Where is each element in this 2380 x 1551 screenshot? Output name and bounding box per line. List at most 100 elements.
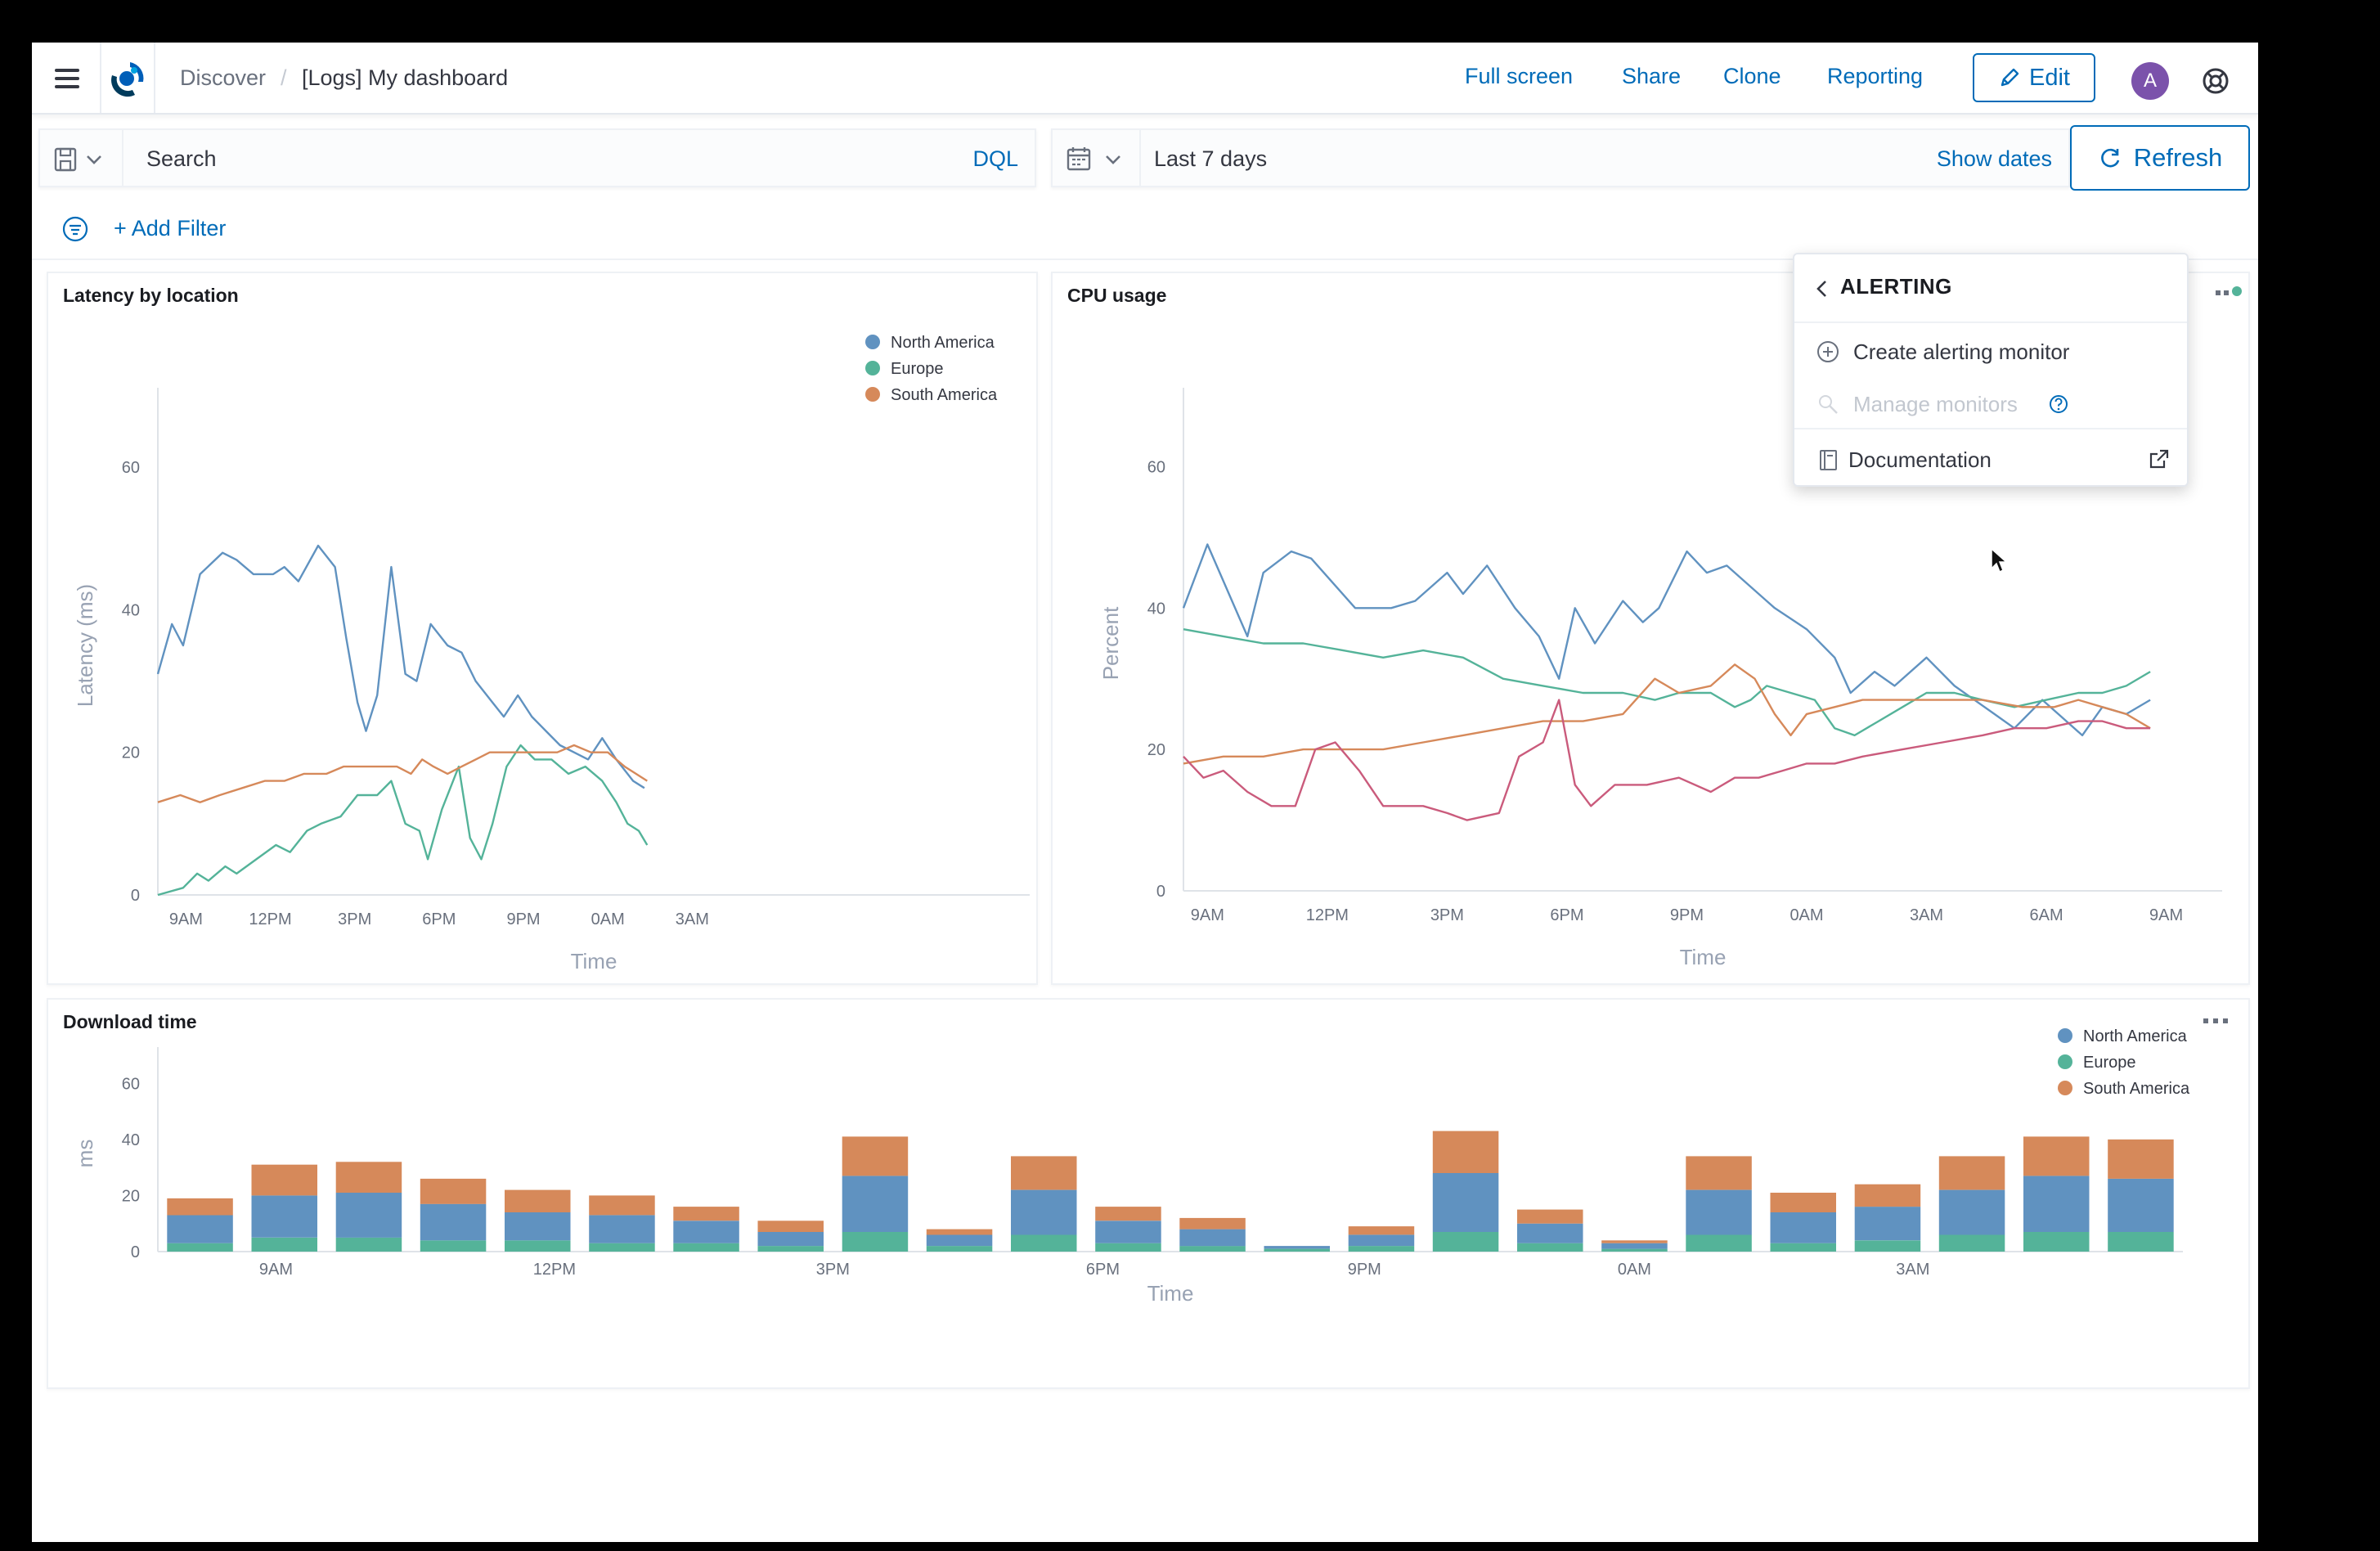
alerting-back-header[interactable]: ALERTING xyxy=(1794,254,2187,323)
legend-label: North America xyxy=(2083,1027,2188,1045)
legend-swatch xyxy=(865,387,880,402)
y-tick-label: 20 xyxy=(122,1187,140,1205)
bar-north-america xyxy=(1770,1212,1836,1243)
alerting-popover: ALERTING Create alerting monitor Manage … xyxy=(1793,253,2189,487)
hamburger-menu-icon[interactable] xyxy=(50,62,83,95)
show-dates-link[interactable]: Show dates xyxy=(1936,146,2052,171)
x-tick-label: 3AM xyxy=(676,910,709,928)
filter-separator xyxy=(32,258,2258,260)
edit-button[interactable]: Edit xyxy=(1973,53,2095,102)
y-tick-label: 0 xyxy=(1156,883,1165,901)
bar-south-america xyxy=(757,1221,824,1232)
series-line-1 xyxy=(1182,543,2151,737)
breadcrumb-separator: / xyxy=(281,65,287,90)
help-lifebuoy-icon[interactable] xyxy=(2201,66,2230,96)
documentation-item[interactable]: Documentation xyxy=(1794,431,2187,487)
bar-europe xyxy=(1095,1243,1161,1252)
full-screen-link[interactable]: Full screen xyxy=(1465,64,1574,88)
series-line-north-america xyxy=(156,544,645,789)
bar-europe xyxy=(335,1237,402,1252)
bar-north-america xyxy=(335,1193,402,1238)
bar-europe xyxy=(1264,1248,1330,1252)
search-input[interactable]: Search xyxy=(146,146,217,171)
download-bar-chart: 0 20 40 60 9AM 12PM 3PM 6PM 9PM 0AM 3AM Time ms North… xyxy=(73,1027,2190,1306)
date-picker: Last 7 days Show dates xyxy=(1051,128,2070,187)
bar-north-america xyxy=(420,1203,487,1241)
date-range-label[interactable]: Last 7 days xyxy=(1154,146,1268,171)
bar-europe xyxy=(2108,1232,2174,1252)
bar-north-america xyxy=(1011,1189,1077,1235)
bar-south-america xyxy=(251,1164,317,1196)
create-monitor-item[interactable]: Create alerting monitor xyxy=(1794,323,2187,379)
x-tick-label: 6PM xyxy=(1086,1261,1120,1279)
bar-europe xyxy=(251,1237,317,1252)
bar-south-america xyxy=(1854,1184,1921,1207)
bar-south-america xyxy=(589,1195,655,1216)
breadcrumb-discover[interactable]: Discover xyxy=(180,65,267,90)
app-logo-icon[interactable] xyxy=(106,57,148,100)
bar-europe xyxy=(673,1243,739,1252)
share-link[interactable]: Share xyxy=(1622,64,1682,88)
x-axis-title: Time xyxy=(1680,945,1727,969)
refresh-label: Refresh xyxy=(2133,143,2223,172)
bar-north-america xyxy=(167,1215,233,1243)
calendar-icon[interactable] xyxy=(1064,145,1129,174)
bar-europe xyxy=(1432,1232,1499,1252)
bar-europe xyxy=(1686,1234,1752,1252)
panel-options-icon[interactable] xyxy=(2214,285,2243,301)
x-tick-label: 0AM xyxy=(591,910,625,928)
bar-north-america xyxy=(1264,1246,1330,1249)
add-filter-button[interactable]: + Add Filter xyxy=(114,216,227,241)
reporting-link[interactable]: Reporting xyxy=(1827,64,1924,88)
y-tick-label: 60 xyxy=(122,1075,140,1093)
latency-line-chart: 0 20 40 60 9AM 12PM 3PM 6PM 9PM 0AM 3AM Time Latency… xyxy=(73,334,1030,973)
legend-label: South America xyxy=(2083,1080,2190,1098)
bar-south-america xyxy=(420,1178,487,1204)
question-circle-icon[interactable] xyxy=(2048,393,2069,415)
series-line-4 xyxy=(1183,699,2151,821)
y-axis-title: Latency (ms) xyxy=(73,584,97,707)
x-tick-label: 6PM xyxy=(1550,906,1583,924)
bar-north-america xyxy=(2023,1176,2090,1232)
bar-europe xyxy=(1517,1243,1583,1252)
bar-north-america xyxy=(589,1215,655,1243)
panel-options-icon[interactable] xyxy=(2201,1013,2230,1029)
bar-south-america xyxy=(335,1162,402,1193)
cpu-line-chart: 0 20 40 60 9AM 12PM 3PM 6PM 9PM 0AM 3AM 6AM 9AM Time P… xyxy=(1098,388,2222,969)
panel-title: Download time xyxy=(63,1011,197,1032)
x-tick-label: 12PM xyxy=(533,1261,576,1279)
x-tick-label: 9AM xyxy=(1191,906,1224,924)
bar-south-america xyxy=(1179,1217,1246,1230)
top-header: Discover / [Logs] My dashboard Full scre… xyxy=(32,43,2258,115)
user-avatar[interactable]: A xyxy=(2131,62,2169,100)
y-axis-title: ms xyxy=(73,1140,97,1168)
bar-north-america xyxy=(1095,1221,1161,1243)
bar-europe xyxy=(505,1240,571,1252)
bar-europe xyxy=(1179,1246,1246,1252)
bar-north-america xyxy=(1432,1173,1499,1232)
x-tick-label: 9AM xyxy=(2149,906,2183,924)
x-tick-label: 3PM xyxy=(338,910,371,928)
clone-link[interactable]: Clone xyxy=(1723,64,1781,88)
bar-south-america xyxy=(842,1136,909,1176)
dashboard-app: Discover / [Logs] My dashboard Full scre… xyxy=(32,43,2258,1542)
x-tick-label: 9PM xyxy=(1670,906,1704,924)
bar-south-america xyxy=(1095,1207,1161,1221)
bar-europe xyxy=(1011,1234,1077,1252)
bar-south-america xyxy=(1938,1156,2005,1190)
refresh-button[interactable]: Refresh xyxy=(2070,125,2250,191)
y-tick-label: 0 xyxy=(131,1243,140,1261)
saved-query-icon[interactable] xyxy=(52,145,109,174)
date-divider xyxy=(1139,130,1141,186)
bar-europe xyxy=(926,1246,993,1252)
bar-north-america xyxy=(1179,1229,1246,1247)
dql-toggle[interactable]: DQL xyxy=(972,146,1018,171)
filter-options-icon[interactable] xyxy=(61,215,89,243)
bar-europe xyxy=(589,1243,655,1252)
bar-europe xyxy=(1770,1243,1836,1252)
bar-north-america xyxy=(1686,1189,1752,1235)
y-tick-label: 40 xyxy=(122,601,140,619)
x-tick-label: 9PM xyxy=(506,910,540,928)
book-icon xyxy=(1820,450,1837,470)
y-tick-label: 60 xyxy=(1147,458,1165,476)
